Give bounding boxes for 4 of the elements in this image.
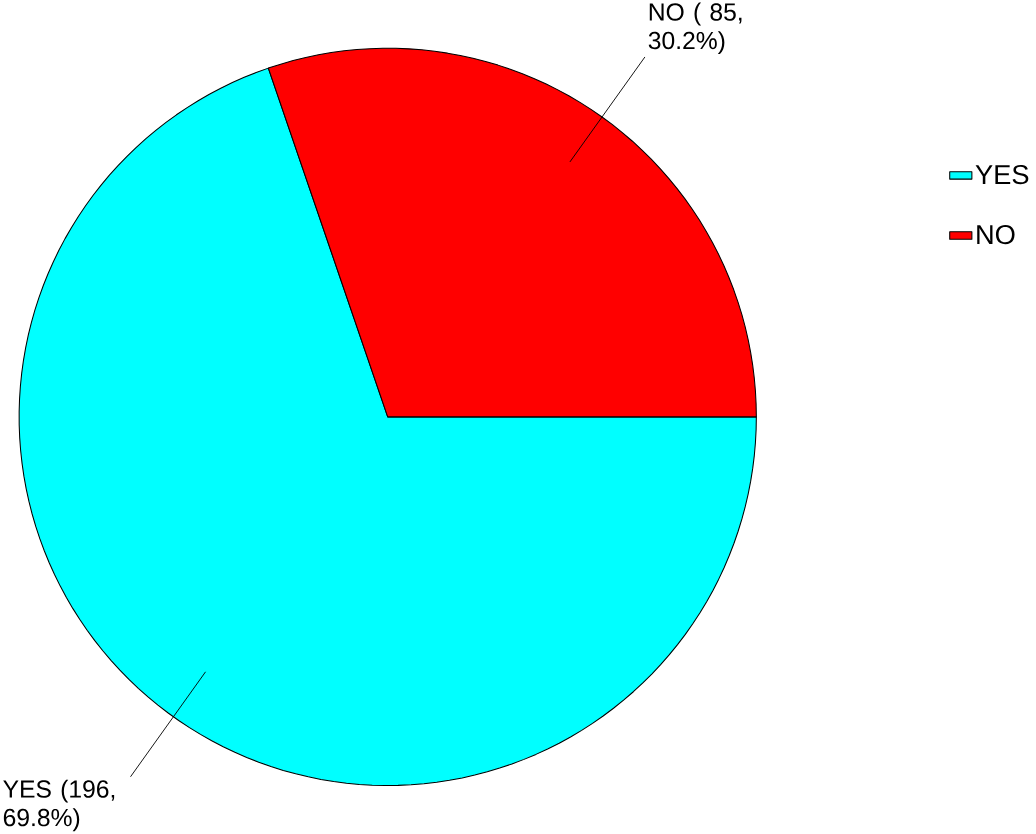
legend-label: YES xyxy=(975,165,1029,185)
legend-label: NO xyxy=(977,225,1015,245)
data-label: NO ( 85, 30.2%) xyxy=(648,2,742,55)
data-label: YES (196, 69.8%) xyxy=(3,779,115,832)
